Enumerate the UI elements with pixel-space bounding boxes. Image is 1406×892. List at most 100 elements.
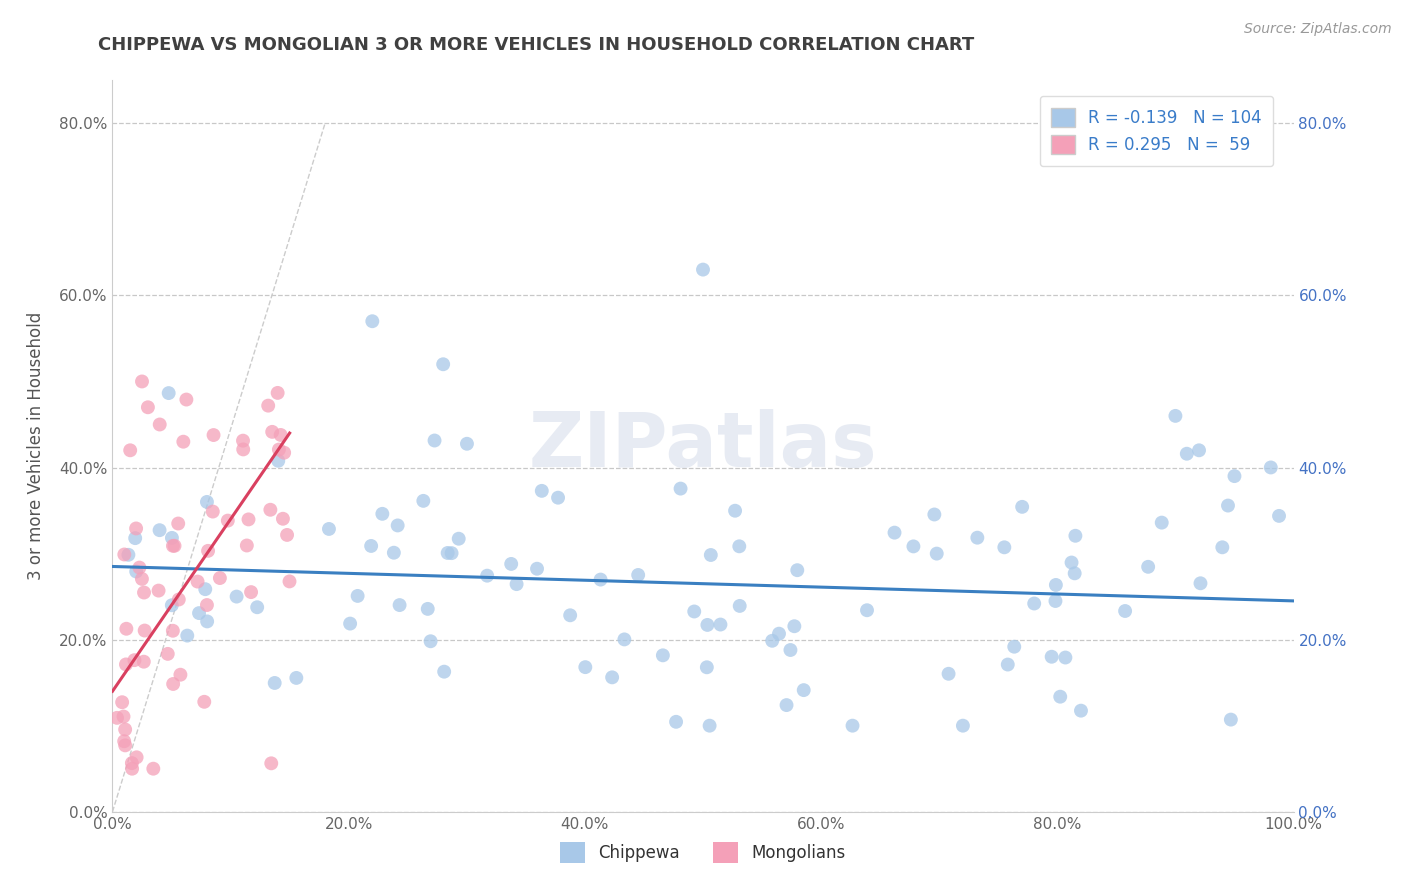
Point	[993, 541, 1015, 555]
Point	[1150, 516, 1173, 530]
Point	[105, 711, 128, 725]
Point	[160, 531, 183, 545]
Point	[371, 507, 394, 521]
Point	[1045, 594, 1067, 608]
Point	[856, 603, 879, 617]
Point	[416, 602, 439, 616]
Point	[176, 629, 198, 643]
Point	[526, 562, 548, 576]
Point	[669, 482, 692, 496]
Point	[589, 573, 612, 587]
Text: Source: ZipAtlas.com: Source: ZipAtlas.com	[1244, 22, 1392, 37]
Point	[793, 683, 815, 698]
Point	[149, 417, 172, 432]
Point	[112, 548, 135, 562]
Point	[162, 539, 184, 553]
Point	[952, 719, 974, 733]
Point	[197, 544, 219, 558]
Point	[162, 624, 184, 638]
Point	[1060, 556, 1083, 570]
Y-axis label: 3 or more Vehicles in Household: 3 or more Vehicles in Household	[27, 312, 45, 580]
Point	[187, 574, 209, 589]
Point	[259, 502, 281, 516]
Point	[925, 547, 948, 561]
Point	[167, 516, 190, 531]
Point	[692, 262, 714, 277]
Point	[1011, 500, 1033, 514]
Point	[270, 428, 292, 442]
Point	[883, 525, 905, 540]
Point	[382, 546, 405, 560]
Point	[195, 615, 218, 629]
Point	[997, 657, 1019, 672]
Point	[1216, 499, 1239, 513]
Point	[148, 583, 170, 598]
Point	[263, 676, 285, 690]
Point	[938, 666, 960, 681]
Point	[1070, 704, 1092, 718]
Point	[346, 589, 368, 603]
Point	[924, 508, 946, 522]
Legend: Chippewa, Mongolians: Chippewa, Mongolians	[554, 836, 852, 869]
Point	[1040, 649, 1063, 664]
Point	[132, 655, 155, 669]
Point	[768, 626, 790, 640]
Point	[136, 401, 159, 415]
Point	[1002, 640, 1025, 654]
Point	[699, 719, 721, 733]
Point	[1063, 566, 1085, 581]
Point	[111, 695, 134, 709]
Point	[195, 598, 218, 612]
Point	[262, 425, 284, 439]
Point	[1260, 460, 1282, 475]
Point	[1189, 576, 1212, 591]
Point	[728, 599, 751, 613]
Point	[121, 762, 143, 776]
Point	[475, 568, 498, 582]
Point	[112, 734, 135, 748]
Point	[696, 618, 718, 632]
Point	[433, 665, 456, 679]
Point	[266, 385, 288, 400]
Point	[115, 622, 138, 636]
Point	[1045, 578, 1067, 592]
Point	[903, 540, 925, 554]
Point	[530, 483, 553, 498]
Point	[121, 756, 143, 770]
Point	[172, 434, 194, 449]
Point	[361, 314, 384, 328]
Point	[267, 442, 290, 457]
Point	[761, 633, 783, 648]
Point	[339, 616, 361, 631]
Point	[193, 695, 215, 709]
Point	[786, 563, 808, 577]
Point	[124, 531, 146, 545]
Point	[1219, 713, 1241, 727]
Point	[115, 657, 138, 672]
Point	[627, 568, 650, 582]
Point	[276, 528, 298, 542]
Point	[240, 585, 263, 599]
Point	[447, 532, 470, 546]
Point	[128, 560, 150, 574]
Point	[432, 357, 454, 371]
Point	[112, 709, 135, 723]
Point	[125, 565, 148, 579]
Point	[278, 574, 301, 589]
Point	[167, 592, 190, 607]
Point	[238, 512, 260, 526]
Point	[125, 750, 148, 764]
Point	[560, 608, 582, 623]
Point	[841, 719, 863, 733]
Point	[236, 539, 259, 553]
Point	[651, 648, 673, 663]
Point	[318, 522, 340, 536]
Point	[779, 643, 801, 657]
Point	[131, 375, 153, 389]
Point	[1164, 409, 1187, 423]
Text: ZIPatlas: ZIPatlas	[529, 409, 877, 483]
Point	[709, 617, 731, 632]
Point	[700, 548, 723, 562]
Point	[156, 647, 179, 661]
Point	[120, 443, 142, 458]
